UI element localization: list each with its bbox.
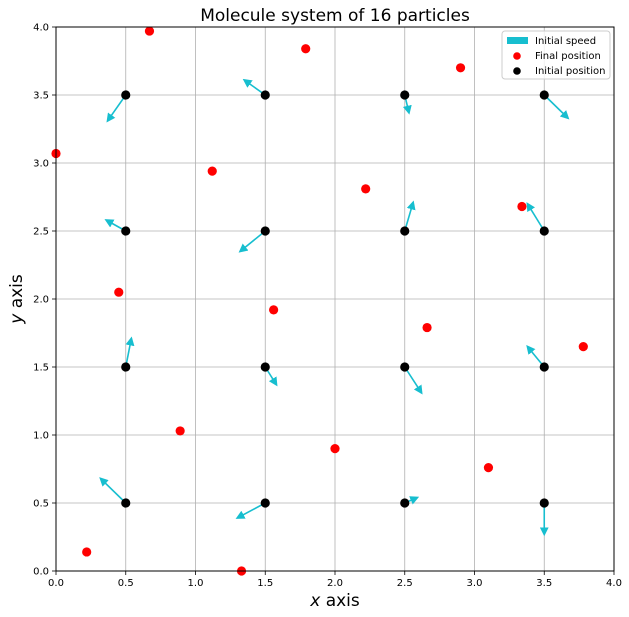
final-position-point	[422, 322, 432, 333]
initial-position-point	[260, 362, 270, 372]
x-tick-label: 0.5	[118, 578, 134, 589]
legend-black-dot	[513, 67, 521, 75]
y-tick-label: 0.0	[33, 567, 49, 578]
speed-arrow	[404, 366, 423, 395]
x-tick-label: 0.0	[48, 578, 64, 589]
legend-label-initial-position: Initial position	[535, 66, 605, 77]
y-axis-label: y axis	[7, 274, 27, 325]
initial-position-point	[400, 90, 410, 100]
legend: Initial speed Final position Initial pos…	[501, 30, 611, 80]
final-position-point	[114, 287, 124, 297]
initial-position-point	[400, 226, 410, 236]
initial-speed-arrows	[99, 78, 570, 537]
y-tick-label: 3.0	[33, 159, 49, 170]
final-position-point	[517, 201, 527, 212]
initial-position-point	[539, 498, 549, 508]
x-tick-label: 2.0	[327, 578, 343, 589]
x-tick-label: 3.0	[467, 578, 483, 589]
initial-position-point	[539, 90, 549, 100]
speed-arrow	[99, 477, 127, 504]
y-tick-label: 0.5	[33, 499, 49, 510]
chart-title: Molecule system of 16 particles	[200, 6, 470, 26]
x-tick-label: 4.0	[606, 578, 622, 589]
initial-position-point	[121, 226, 131, 236]
initial-position-point	[400, 362, 410, 372]
legend-arrow-swatch	[507, 37, 528, 44]
speed-arrow	[106, 94, 127, 123]
initial-position-point	[121, 362, 131, 372]
x-tick-label: 1.5	[257, 578, 273, 589]
initial-position-point	[400, 498, 410, 508]
final-position-point	[144, 26, 155, 36]
plot-frame	[55, 26, 615, 572]
speed-arrow	[235, 502, 266, 519]
y-tick-label: 1.5	[33, 363, 49, 374]
x-axis-label-variable: x	[309, 591, 321, 611]
legend-item-initial-position: Initial position	[513, 66, 605, 77]
x-tick-label: 1.0	[188, 578, 204, 589]
y-axis-label-variable: y	[7, 313, 27, 325]
x-axis-label: x axis	[309, 591, 360, 611]
legend-item-final-position: Final position	[513, 51, 601, 62]
initial-position-point	[260, 498, 270, 508]
final-position-point	[330, 444, 340, 454]
legend-box	[501, 30, 611, 80]
y-tick-label: 3.5	[33, 91, 49, 102]
final-position-point	[483, 463, 494, 473]
y-tick-label: 4.0	[33, 23, 49, 34]
initial-position-point	[539, 362, 549, 372]
initial-position-point	[121, 90, 131, 100]
x-tick-label: 3.5	[536, 578, 552, 589]
initial-position-point	[260, 90, 270, 100]
y-axis-label-text: axis	[7, 274, 27, 314]
final-position-point	[269, 305, 279, 315]
final-position-point	[361, 184, 371, 194]
final-position-point	[301, 44, 311, 54]
speed-arrow	[238, 230, 266, 253]
legend-item-initial-speed: Initial speed	[507, 36, 596, 47]
speed-arrow	[526, 202, 545, 232]
final-position-point	[175, 426, 185, 436]
x-axis-label-text: axis	[320, 591, 360, 611]
final-position-point	[578, 342, 588, 352]
x-tick-label: 2.5	[397, 578, 413, 589]
x-axis-ticks: 0.0 0.5 1.0 1.5 2.0 2.5 3.0 3.5 4.0	[48, 571, 622, 589]
y-tick-label: 2.0	[33, 295, 49, 306]
initial-position-point	[121, 498, 131, 508]
speed-arrow	[124, 336, 135, 368]
final-position-point	[455, 63, 466, 73]
legend-red-dot	[513, 52, 521, 60]
speed-arrow	[403, 200, 416, 232]
final-position-point	[207, 166, 217, 176]
initial-position-point	[539, 226, 549, 236]
y-tick-label: 1.0	[33, 431, 49, 442]
initial-position-point	[260, 226, 270, 236]
speed-arrow	[543, 94, 570, 120]
legend-label-initial-speed: Initial speed	[535, 36, 596, 47]
legend-label-final-position: Final position	[535, 51, 601, 62]
initial-position-points	[121, 90, 549, 508]
y-tick-label: 2.5	[33, 227, 49, 238]
y-axis-ticks: 0.0 0.5 1.0 1.5 2.0 2.5 3.0 3.5 4.0	[33, 23, 56, 578]
final-position-point	[82, 547, 92, 557]
